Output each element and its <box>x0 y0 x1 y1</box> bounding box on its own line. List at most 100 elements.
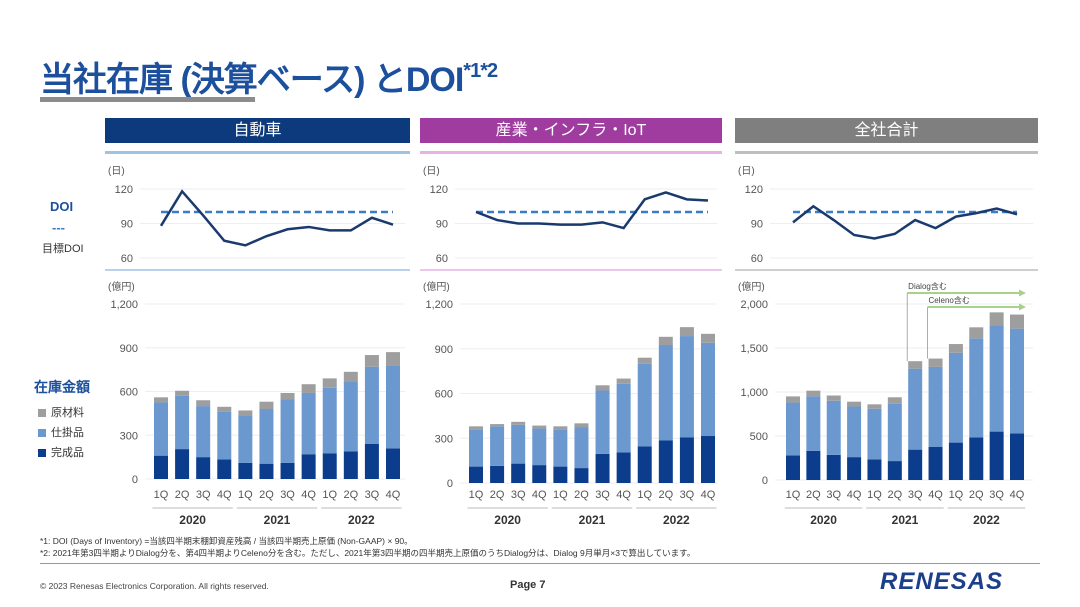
page-number: Page 7 <box>510 579 546 591</box>
finished-goods-bar <box>806 450 821 480</box>
finished-goods-bar <box>948 442 963 480</box>
raw-material-bar <box>786 396 800 403</box>
doi-line <box>475 191 709 230</box>
finished-goods-bar <box>887 461 902 480</box>
inventory-unit-label: (億円) <box>108 280 135 293</box>
finished-goods-bar <box>322 453 337 479</box>
quarter-label: 4Q <box>847 489 862 501</box>
finished-goods-bar <box>847 457 862 480</box>
inventory-tick-label: 1,200 <box>425 299 453 311</box>
quarter-label: 1Q <box>553 489 568 501</box>
quarter-label: 3Q <box>365 489 380 501</box>
year-label: 2021 <box>892 513 919 527</box>
doi-tick-label: 120 <box>745 184 763 196</box>
wip-bar <box>908 368 923 450</box>
raw-material-bar <box>989 312 1004 326</box>
doi-tick-label: 60 <box>436 253 448 265</box>
finished-goods-bar <box>989 431 1004 480</box>
doi-unit-label: (日) <box>423 166 440 177</box>
quarter-label: 3Q <box>196 489 211 501</box>
wip-bar <box>616 383 631 453</box>
panel-divider <box>105 151 410 154</box>
wip-bar <box>343 382 358 452</box>
finished-goods-bar <box>595 453 610 483</box>
finished-goods-bar <box>196 457 211 479</box>
quarter-label: 3Q <box>826 489 841 501</box>
raw-material-bar <box>679 327 694 337</box>
quarter-label: 3Q <box>908 489 923 501</box>
quarter-label: 3Q <box>511 489 526 501</box>
arrowhead-icon <box>1019 289 1026 297</box>
year-label: 2022 <box>348 513 375 527</box>
wip-bar <box>553 429 568 467</box>
doi-line <box>792 204 1018 240</box>
inventory-tick-label: 0 <box>762 475 768 487</box>
inventory-tick-label: 1,500 <box>740 343 768 355</box>
raw-swatch <box>38 409 46 417</box>
legend-item-finished: 完成品 <box>38 444 84 460</box>
quarter-label: 2Q <box>490 489 505 501</box>
title-underline <box>40 97 255 102</box>
raw-material-bar <box>806 390 821 397</box>
arrowhead-icon <box>1019 303 1026 311</box>
doi-tick-label: 60 <box>121 253 133 265</box>
raw-material-bar <box>948 344 963 353</box>
raw-material-bar <box>908 361 923 369</box>
raw-material-bar <box>386 352 400 366</box>
quarter-label: 1Q <box>154 489 169 501</box>
raw-material-bar <box>196 400 211 407</box>
wip-bar <box>532 428 547 466</box>
quarter-label: 2Q <box>887 489 902 501</box>
finished-goods-bar <box>386 448 400 479</box>
quarter-label: 2Q <box>574 489 589 501</box>
raw-material-bar <box>1010 314 1024 329</box>
inventory-unit-label: (億円) <box>423 280 450 293</box>
finished-goods-bar <box>969 437 984 480</box>
raw-material-bar <box>574 423 589 428</box>
finished-goods-bar <box>908 449 923 480</box>
finished-goods-bar <box>786 455 800 480</box>
wip-bar <box>469 429 483 467</box>
quarter-label: 4Q <box>301 489 316 501</box>
finished-goods-bar <box>301 454 316 479</box>
quarter-label: 1Q <box>637 489 652 501</box>
raw-material-bar <box>280 392 295 400</box>
wip-bar <box>989 325 1004 432</box>
quarter-label: 2Q <box>658 489 673 501</box>
wip-bar <box>322 387 337 454</box>
year-label: 2020 <box>494 513 521 527</box>
quarter-label: 4Q <box>217 489 232 501</box>
finished-goods-bar <box>469 466 483 483</box>
finished-swatch <box>38 449 46 457</box>
finished-goods-bar <box>679 437 694 483</box>
raw-material-bar <box>532 425 547 429</box>
legend-inventory: 在庫金額 <box>34 379 90 395</box>
raw-material-bar <box>490 424 505 427</box>
legend-item-raw: 原材料 <box>38 404 84 420</box>
inventory-tick-label: 500 <box>750 431 768 443</box>
raw-material-bar <box>259 401 274 409</box>
panel-divider <box>420 151 722 154</box>
page-title: 当社在庫 (決算ベース) とDOI*1*2 <box>40 52 498 101</box>
raw-material-bar <box>511 421 526 425</box>
legend-label: 完成品 <box>51 447 84 459</box>
raw-material-bar <box>969 327 984 339</box>
quarter-label: 2Q <box>806 489 821 501</box>
quarter-label: 1Q <box>786 489 801 501</box>
finished-goods-bar <box>364 444 379 479</box>
wip-bar <box>238 415 253 463</box>
finished-goods-bar <box>867 459 882 480</box>
wip-bar <box>595 390 610 454</box>
quarter-label: 4Q <box>616 489 631 501</box>
finished-goods-bar <box>511 463 526 483</box>
wip-bar <box>301 392 316 455</box>
copyright: © 2023 Renesas Electronics Corporation. … <box>40 581 269 591</box>
finished-goods-bar <box>826 454 841 480</box>
quarter-label: 2Q <box>175 489 190 501</box>
quarter-label: 1Q <box>238 489 253 501</box>
wip-bar <box>806 396 821 451</box>
doi-tick-label: 60 <box>751 253 763 265</box>
legend-item-wip: 仕掛品 <box>38 424 84 440</box>
raw-material-bar <box>238 410 253 416</box>
wip-bar <box>154 402 168 456</box>
